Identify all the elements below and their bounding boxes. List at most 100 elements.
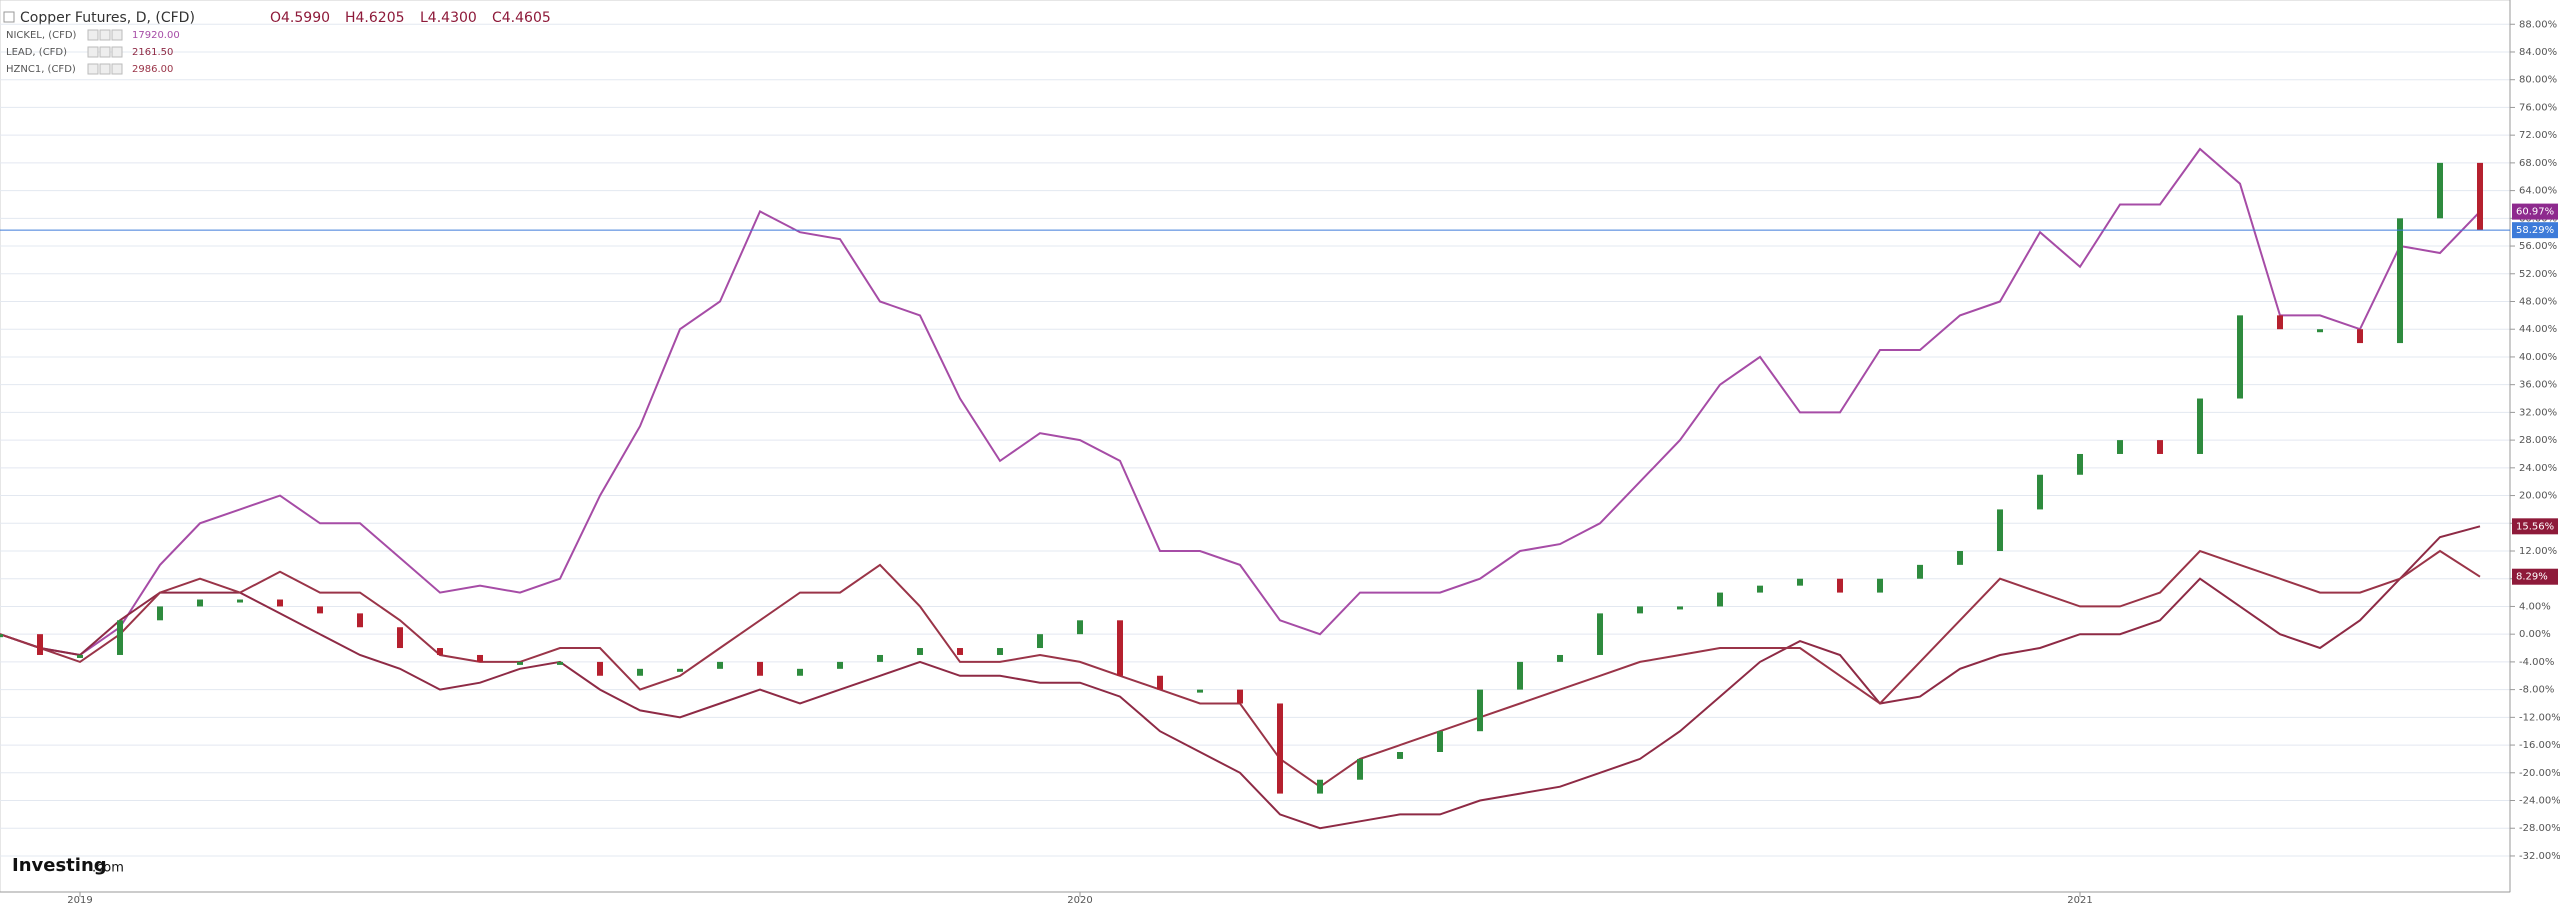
y-tick-label: 12.00% — [2519, 546, 2557, 557]
candle — [1557, 654, 1563, 662]
candle — [1757, 585, 1763, 593]
candle — [1837, 578, 1843, 593]
legend-value: 2986.00 — [132, 64, 173, 75]
y-tick-label: -4.00% — [2519, 657, 2554, 668]
last-value-label: 58.29% — [2516, 225, 2554, 236]
y-tick-label: 52.00% — [2519, 269, 2557, 280]
candle — [77, 654, 83, 658]
series-line — [0, 549, 2481, 788]
candle — [117, 620, 123, 655]
y-tick-label: 32.00% — [2519, 407, 2557, 418]
candle — [2357, 329, 2363, 344]
candle — [1717, 592, 1723, 607]
candle — [917, 648, 923, 655]
series-line — [0, 525, 2481, 830]
candle — [2277, 315, 2283, 330]
candle — [877, 654, 883, 662]
candle — [557, 661, 563, 665]
last-value-label: 15.56% — [2516, 521, 2554, 532]
candle — [957, 648, 963, 655]
candle — [1437, 731, 1443, 752]
ohlc-open: O4.5990 — [270, 10, 330, 26]
candle — [1317, 779, 1323, 794]
legend-label: HZNC1, (CFD) — [6, 64, 76, 75]
y-tick-label: -8.00% — [2519, 685, 2554, 696]
legend-button — [87, 29, 99, 41]
candle — [277, 599, 283, 607]
collapse-icon[interactable] — [3, 11, 15, 23]
y-tick-label: 44.00% — [2519, 324, 2557, 335]
y-tick-label: -12.00% — [2519, 712, 2560, 723]
candle — [2157, 440, 2163, 454]
grid — [0, 23, 2510, 857]
candle — [597, 661, 603, 676]
candle — [37, 634, 43, 655]
legend-value: 17920.00 — [132, 30, 180, 41]
candle — [1997, 509, 2003, 552]
ohlc-high: H4.6205 — [345, 10, 405, 26]
y-tick-label: 48.00% — [2519, 296, 2557, 307]
legend-button — [111, 63, 123, 75]
candle — [1037, 634, 1043, 649]
legend-button — [87, 63, 99, 75]
candle — [1597, 613, 1603, 655]
candle — [1237, 689, 1243, 704]
legend-button — [99, 63, 111, 75]
x-tick-label: 2019 — [67, 895, 92, 905]
candle — [997, 648, 1003, 655]
last-value-label: 60.97% — [2516, 207, 2554, 218]
ohlc-low: L4.4300 — [420, 10, 477, 26]
last-value-box — [2512, 518, 2558, 535]
candle — [2237, 315, 2243, 399]
candle — [2077, 453, 2083, 475]
candle — [1077, 620, 1083, 635]
candle — [477, 654, 483, 662]
y-tick-label: 24.00% — [2519, 463, 2557, 474]
candle — [637, 668, 643, 676]
legend-button — [99, 29, 111, 41]
candle — [357, 613, 363, 628]
candle — [1117, 620, 1123, 676]
candle — [1477, 689, 1483, 732]
candle — [1637, 606, 1643, 614]
brand: Investing — [12, 855, 107, 876]
y-tick-label: 20.00% — [2519, 491, 2557, 502]
y-tick-label: -32.00% — [2519, 851, 2560, 862]
ohlc-close: C4.4605 — [492, 10, 551, 26]
candle — [837, 661, 843, 669]
y-tick-label: 28.00% — [2519, 435, 2557, 446]
legend-button — [99, 46, 111, 58]
candle — [517, 661, 523, 665]
candle — [677, 668, 683, 672]
last-value-label: 8.29% — [2516, 572, 2548, 583]
candle — [2317, 329, 2323, 333]
candle — [157, 606, 163, 621]
candle — [437, 648, 443, 655]
x-tick-label: 2020 — [1067, 895, 1092, 905]
candle — [757, 661, 763, 676]
y-tick-label: 56.00% — [2519, 241, 2557, 252]
candle — [1157, 675, 1163, 690]
y-tick-label: 0.00% — [2519, 629, 2551, 640]
candle — [2037, 474, 2043, 510]
y-tick-label: 68.00% — [2519, 158, 2557, 169]
candle — [1877, 578, 1883, 593]
candle — [2477, 162, 2483, 231]
last-value-box — [2512, 568, 2558, 585]
candle — [1357, 758, 1363, 780]
y-tick-label: -20.00% — [2519, 768, 2560, 779]
last-value-box — [2512, 203, 2558, 220]
legend-label: LEAD, (CFD) — [6, 47, 67, 58]
candle — [197, 599, 203, 607]
candle — [797, 668, 803, 676]
legend-button — [111, 46, 123, 58]
candle — [2437, 162, 2443, 219]
candle — [2197, 398, 2203, 454]
y-tick-label: 88.00% — [2519, 19, 2557, 30]
candle — [2397, 218, 2403, 344]
brand-suffix: .com — [92, 861, 124, 876]
y-tick-label: 84.00% — [2519, 47, 2557, 58]
y-tick-label: 36.00% — [2519, 380, 2557, 391]
